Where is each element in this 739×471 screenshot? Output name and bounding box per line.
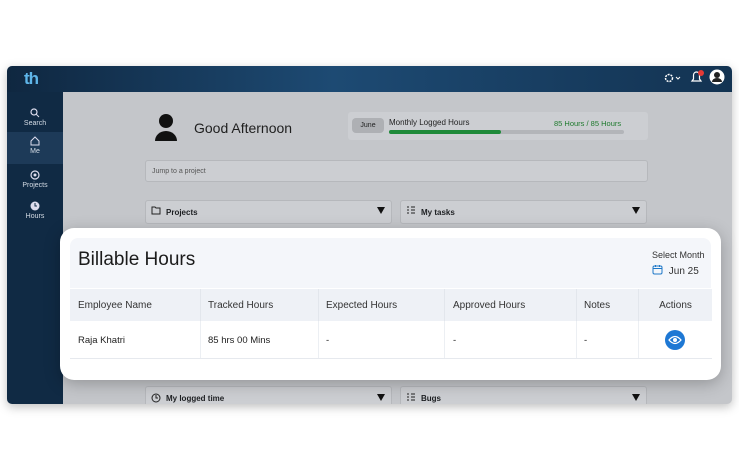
nav-item[interactable]: Hours [7, 197, 63, 227]
column-header: Approved Hours [445, 289, 577, 321]
logo[interactable]: th [24, 69, 39, 88]
settings-icon[interactable] [663, 71, 683, 85]
panel-title: My logged time [166, 394, 225, 403]
panel-header[interactable]: My tasks [400, 200, 647, 224]
logged-hours-card: June Monthly Logged Hours 85 Hours / 85 … [348, 112, 648, 140]
tasks-icon [407, 206, 415, 214]
progress-fill [389, 130, 501, 134]
user-avatar [155, 114, 177, 141]
table-cell: Raja Khatri [70, 321, 201, 358]
selected-month: Jun 25 [668, 266, 699, 277]
table-cell: - [319, 321, 445, 358]
table-cell: - [445, 321, 577, 358]
column-header: Notes [577, 289, 639, 321]
home-icon [30, 136, 40, 146]
nav-item[interactable]: Projects [7, 166, 63, 196]
billable-table: Employee Name Tracked Hours Expected Hou… [70, 289, 712, 359]
panel-title: My tasks [421, 208, 455, 217]
bugs-icon [407, 393, 415, 401]
dropdown-arrow[interactable] [377, 394, 385, 401]
column-header: Employee Name [70, 289, 201, 321]
folder-icon [151, 206, 161, 215]
nav-item[interactable]: Me [7, 132, 63, 164]
sidebar: Search Me Projects Hours [7, 92, 63, 404]
month-picker[interactable]: Jun 25 [652, 264, 699, 278]
panel-title: Projects [166, 208, 198, 217]
table-header-row [70, 289, 712, 321]
search-icon [30, 108, 40, 118]
column-header: Actions [659, 300, 692, 311]
month-pill: June [352, 118, 384, 133]
column-header: Tracked Hours [201, 289, 319, 321]
billable-hours-modal: Billable Hours Select Month Jun 25 Emplo… [60, 228, 721, 380]
dropdown-arrow[interactable] [632, 394, 640, 401]
row-divider [70, 358, 712, 359]
modal-header [70, 238, 711, 288]
profile-avatar[interactable] [709, 69, 725, 85]
column-header: Expected Hours [319, 289, 445, 321]
nav-label: Search [23, 120, 47, 127]
logged-hours-value: 85 Hours / 85 Hours [554, 119, 622, 128]
nav-item[interactable]: Search [7, 104, 63, 134]
view-button[interactable] [665, 330, 685, 350]
panel-header[interactable]: My logged time [145, 386, 392, 404]
panel-title: Bugs [421, 394, 441, 403]
dropdown-arrow[interactable] [632, 207, 640, 214]
notification-icon[interactable] [689, 69, 705, 85]
nav-label: Me [30, 148, 40, 155]
panel-header[interactable]: Bugs [400, 386, 647, 404]
select-month-label: Select Month [652, 250, 705, 260]
nav-label: Hours [25, 213, 45, 220]
clock-icon [30, 201, 40, 211]
greeting: Good Afternoon [194, 120, 293, 136]
table-cell: - [577, 321, 639, 358]
calendar-icon [652, 265, 663, 275]
dropdown-arrow[interactable] [377, 207, 385, 214]
panel-header[interactable]: Projects [145, 200, 392, 224]
clock-icon [151, 393, 161, 403]
top-bar: th [7, 66, 732, 92]
project-search-input[interactable]: Jump to a project [145, 160, 648, 182]
logged-hours-label: Monthly Logged Hours [389, 118, 470, 127]
nav-label: Projects [22, 182, 48, 189]
modal-title: Billable Hours [78, 249, 196, 270]
progress-track [389, 130, 624, 134]
table-cell: 85 hrs 00 Mins [201, 321, 319, 358]
projects-icon [30, 170, 40, 180]
